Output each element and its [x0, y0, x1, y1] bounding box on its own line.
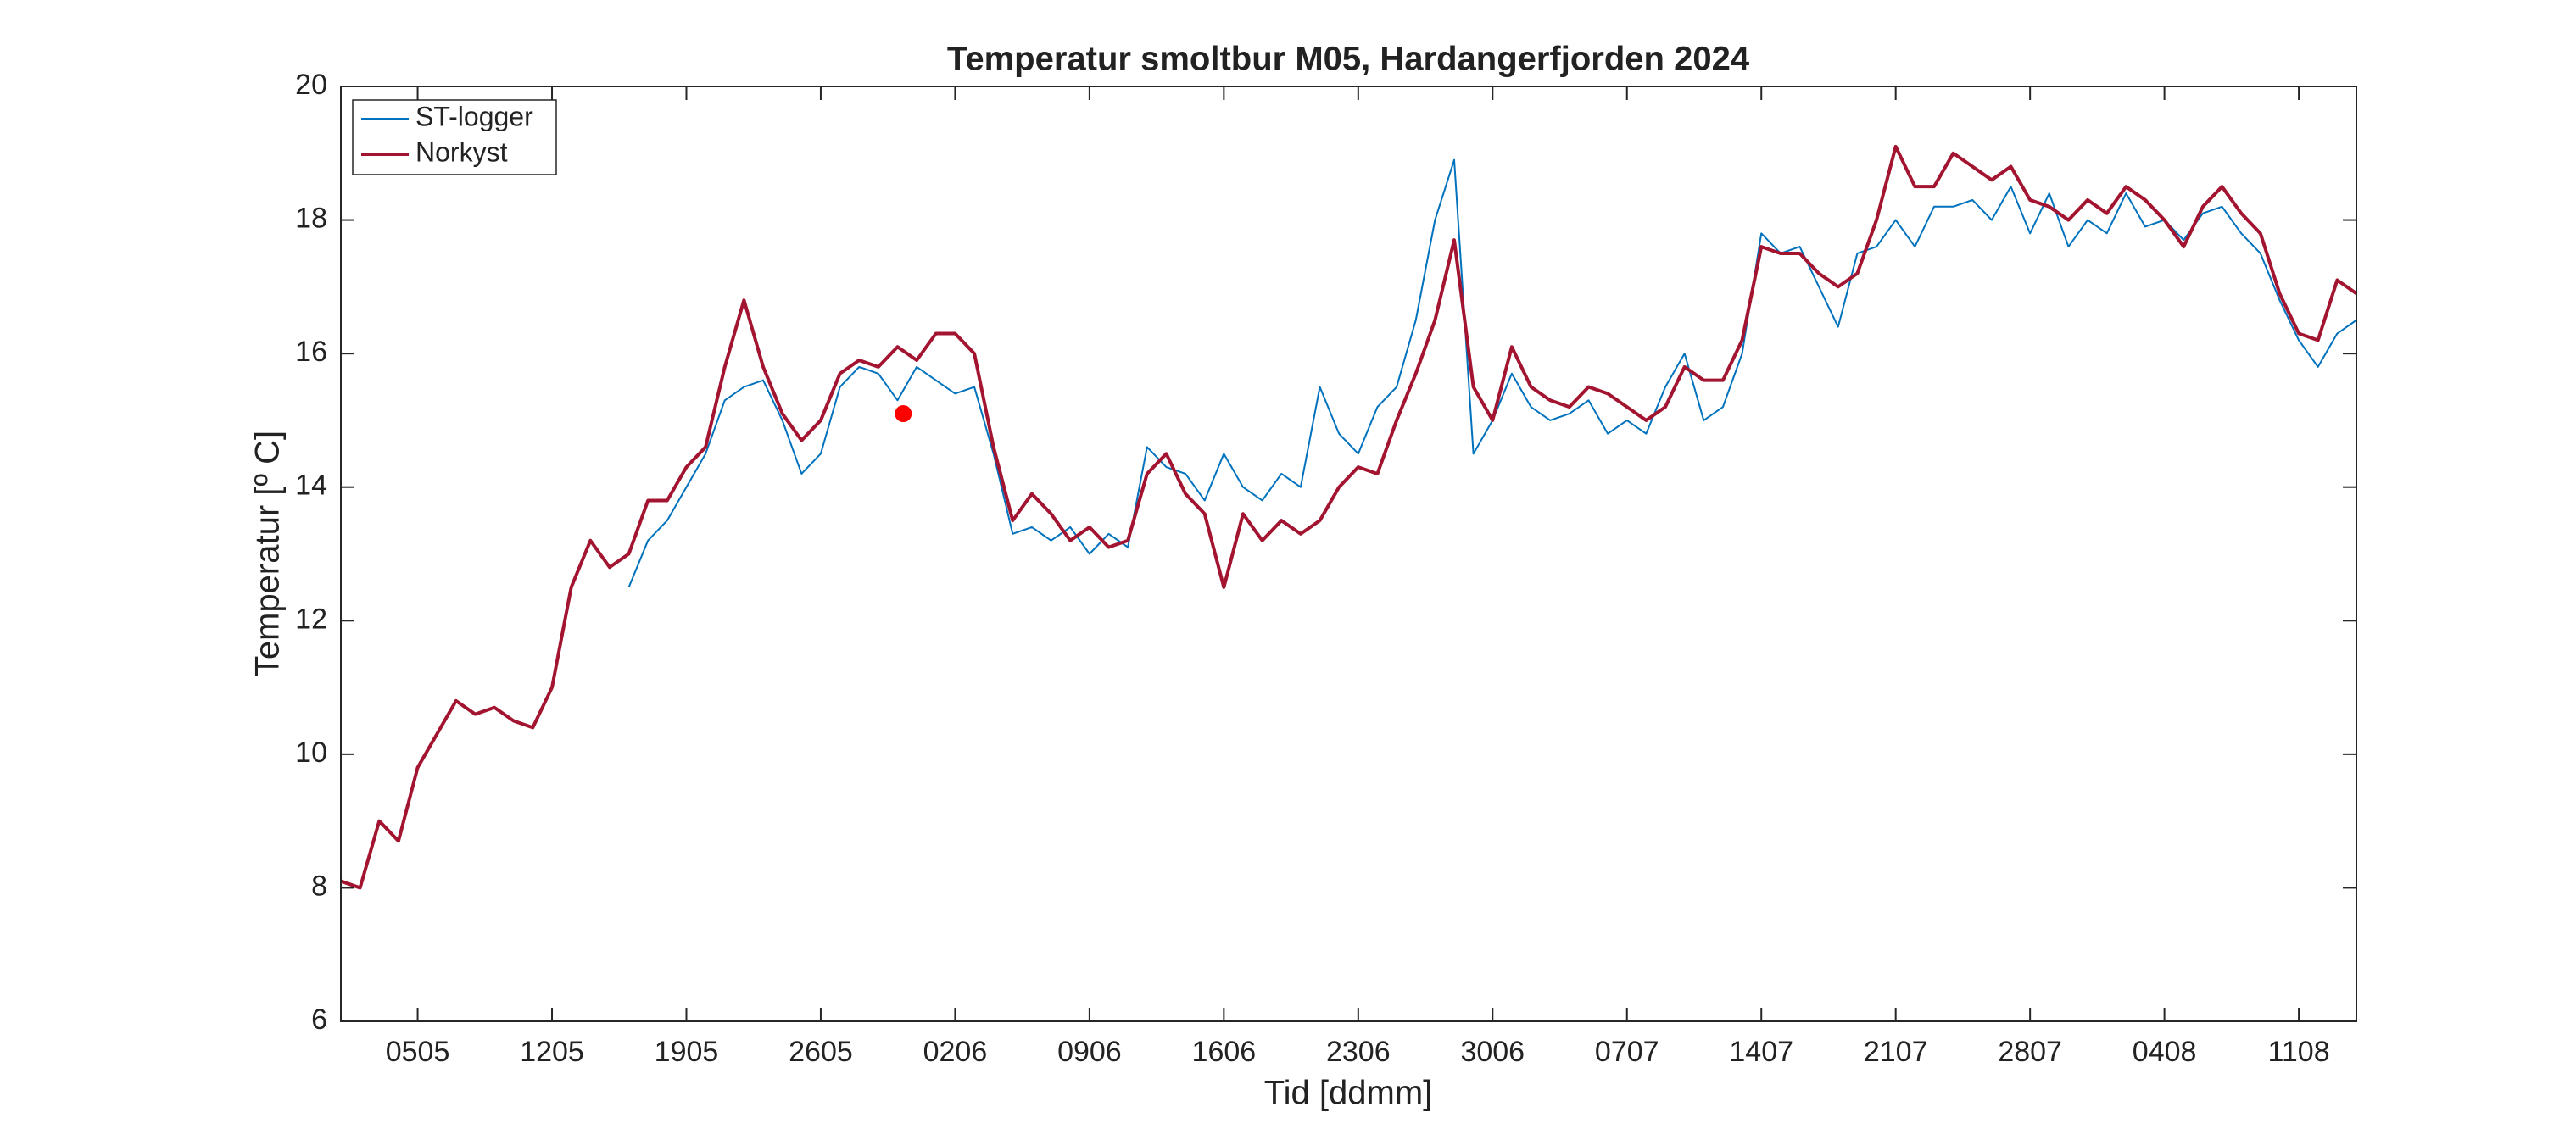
x-tick-label: 0707: [1595, 1036, 1659, 1068]
y-tick-label: 18: [295, 203, 327, 235]
x-axis-label: Tid [ddmm]: [1264, 1075, 1433, 1112]
x-tick-label: 0906: [1057, 1036, 1122, 1068]
x-tick-label: 2306: [1326, 1036, 1391, 1068]
series-line: [340, 144, 2358, 890]
y-tick-label: 12: [295, 603, 327, 635]
x-tick-label: 1606: [1192, 1036, 1257, 1068]
x-tick-label: 3006: [1460, 1036, 1525, 1068]
legend-label: ST-logger: [415, 101, 533, 131]
x-tick-label: 2605: [789, 1036, 853, 1068]
x-tick-label: 0505: [386, 1036, 450, 1068]
x-tick-label: 0408: [2133, 1036, 2197, 1068]
x-tick-label: 0206: [923, 1036, 988, 1068]
y-axis-label: Temperatur [º C]: [249, 431, 287, 676]
y-tick-label: 6: [311, 1004, 327, 1036]
x-tick-label: 1407: [1729, 1036, 1793, 1068]
legend-label: Norkyst: [415, 136, 508, 167]
x-tick-label: 1905: [655, 1036, 719, 1068]
x-tick-label: 2107: [1864, 1036, 1928, 1068]
y-tick-label: 20: [295, 69, 327, 101]
x-tick-label: 1205: [520, 1036, 584, 1068]
x-tick-label: 1108: [2268, 1036, 2330, 1068]
highlight-point: [895, 405, 912, 423]
plot-frame: [340, 86, 2357, 1022]
x-tick-label: 2807: [1998, 1036, 2062, 1068]
legend-box: [352, 99, 557, 175]
y-tick-label: 8: [311, 870, 327, 902]
y-tick-label: 14: [295, 470, 327, 502]
chart-title: Temperatur smoltbur M05, Hardangerfjorde…: [947, 41, 1750, 78]
y-tick-label: 10: [295, 737, 327, 769]
y-tick-label: 16: [295, 336, 327, 368]
